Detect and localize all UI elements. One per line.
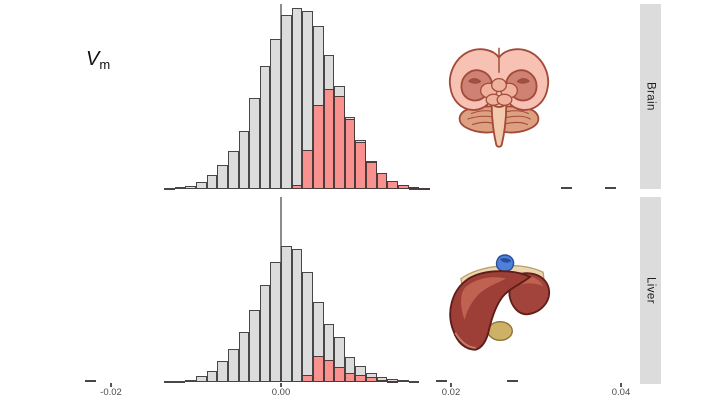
histogram-bar	[376, 173, 388, 189]
histogram-bar	[185, 186, 196, 189]
brain-illustration	[444, 44, 554, 150]
histogram-bar	[238, 131, 250, 189]
histogram-bar	[419, 188, 430, 190]
x-tick-label: 0.02	[441, 387, 461, 398]
histogram-bar	[227, 349, 239, 382]
histogram-bar	[312, 356, 324, 382]
histogram-bar	[355, 375, 366, 382]
histogram-bar	[206, 371, 218, 382]
histogram-bar	[344, 373, 356, 382]
histogram-outlier-bar	[561, 187, 572, 189]
histogram-bar	[408, 381, 420, 383]
histogram-outlier-bar	[605, 187, 617, 189]
histogram-bar	[259, 285, 271, 382]
histogram-bar	[376, 380, 388, 382]
histogram-bar	[387, 381, 398, 383]
histogram-bar	[323, 360, 335, 382]
histogram-bar	[387, 181, 398, 189]
variable-symbol: V	[86, 48, 100, 70]
histogram-bar	[270, 39, 281, 189]
histogram-outlier-bar	[397, 380, 408, 382]
histogram-bar	[312, 105, 324, 189]
facet-strip-brain: Brain	[640, 4, 661, 189]
histogram-bar	[366, 377, 377, 382]
histogram-bar	[366, 162, 377, 189]
histogram-bar	[323, 89, 335, 189]
x-tick-label: 0.04	[611, 387, 631, 398]
histogram-bar	[281, 246, 292, 382]
histogram-bar	[164, 188, 175, 190]
histogram-bar	[164, 381, 175, 383]
histogram-bar	[249, 98, 260, 189]
histogram-bar	[259, 66, 271, 189]
histogram-outlier-bar	[506, 380, 518, 382]
x-axis-tick	[450, 383, 452, 387]
facet-strip-label: Brain	[644, 82, 657, 111]
histogram-bar	[355, 142, 366, 189]
histogram-bar	[185, 380, 196, 382]
histogram-bar	[174, 187, 186, 189]
brain-icon	[448, 47, 550, 148]
histogram-bar	[397, 185, 409, 189]
variable-label: Vm	[86, 48, 110, 72]
x-axis-tick	[280, 383, 282, 387]
histogram-bar	[238, 332, 250, 382]
histogram-bar	[206, 175, 218, 189]
histogram-bar	[302, 375, 313, 382]
histogram-bar	[281, 15, 292, 189]
histogram-bar	[302, 272, 313, 382]
histogram-bar	[227, 151, 239, 189]
facet-strip-liver: Liver	[640, 197, 661, 384]
histogram-bar	[344, 119, 356, 189]
x-axis-tick	[110, 383, 112, 387]
histogram-bar	[334, 96, 345, 189]
histogram-bar	[291, 185, 303, 189]
x-tick-label: -0.02	[100, 387, 122, 398]
histogram-outlier-bar	[85, 380, 96, 382]
liver-icon	[449, 254, 551, 351]
variable-subscript: m	[99, 57, 111, 72]
histogram-bar	[196, 376, 207, 382]
histogram-bar	[217, 165, 228, 189]
histogram-bar	[291, 8, 303, 189]
histogram-bar	[174, 381, 186, 383]
histogram-bar	[249, 310, 260, 382]
histogram-bar	[196, 182, 207, 189]
histogram-bar	[408, 187, 420, 189]
histogram-bar	[302, 150, 313, 189]
liver-illustration	[446, 246, 558, 360]
histogram-bar	[270, 262, 281, 382]
histogram-bar	[334, 367, 345, 382]
histogram-bar	[291, 249, 303, 382]
facet-strip-label: Liver	[644, 277, 657, 304]
x-axis-tick	[620, 383, 622, 387]
histogram-outlier-bar	[436, 380, 447, 382]
x-tick-label: 0.00	[271, 387, 291, 398]
histogram-bar	[217, 361, 228, 382]
